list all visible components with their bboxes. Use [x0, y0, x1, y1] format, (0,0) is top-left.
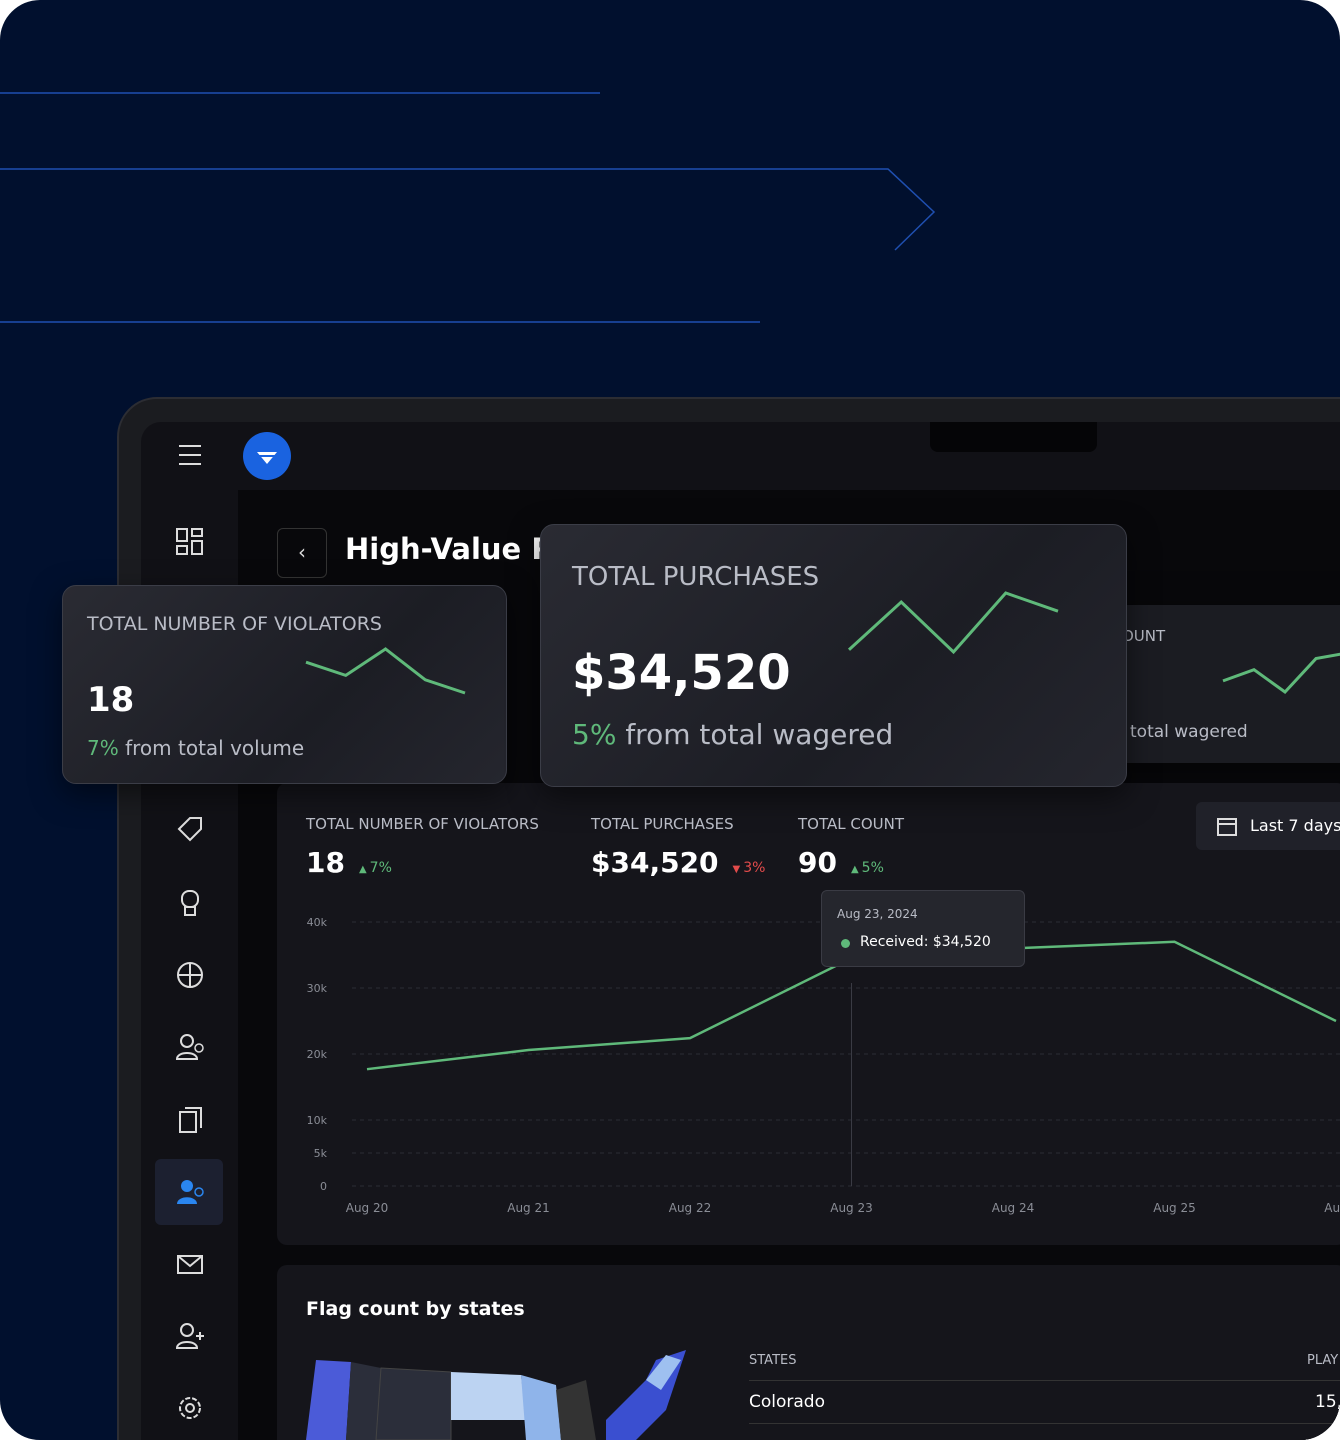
stat-change: ▲ 5%	[851, 860, 884, 876]
x-tick-label: Aug	[1324, 1201, 1340, 1215]
nav-active-bg	[155, 1159, 223, 1225]
card-label: TOTAL NUMBER OF VIOLATORS	[87, 613, 382, 635]
stat-change-value: 3%	[743, 860, 766, 876]
table-rule	[749, 1423, 1340, 1424]
stat-change-value: 5%	[861, 860, 884, 876]
stat-change: ▲ 7%	[359, 860, 392, 876]
nav-users-blocked[interactable]	[175, 1032, 205, 1062]
stat-change: ▼ 3%	[733, 860, 766, 876]
stat-value: $34,520 ▼ 3%	[591, 846, 765, 879]
card-value: $34,520	[572, 645, 791, 701]
card-label: OUNT	[1122, 627, 1166, 645]
stat-card: TOTAL NUMBER OF VIOLATORS 18 7% from tot…	[62, 585, 507, 784]
nav-add-user[interactable]	[175, 1321, 205, 1351]
sparkline-box	[305, 647, 466, 695]
y-tick-label: 10k	[307, 1114, 328, 1127]
notch	[930, 422, 1097, 452]
stat-label: TOTAL COUNT	[798, 815, 904, 833]
stat-arrow: ▲	[358, 864, 367, 875]
table-header: PLAY	[1307, 1353, 1339, 1368]
y-tick-label: 30k	[307, 982, 328, 995]
menu-button[interactable]	[175, 440, 205, 470]
stat-value: 18 ▲ 7%	[306, 846, 392, 879]
nav-settings[interactable]	[175, 1393, 205, 1423]
tooltip-date: Aug 23, 2024	[837, 907, 918, 921]
card-change: 7%	[87, 736, 119, 760]
y-tick-label: 5k	[314, 1147, 328, 1160]
date-label: Last 7 days	[1250, 816, 1340, 835]
table-rule	[749, 1380, 1340, 1381]
tooltip-dot	[841, 939, 850, 948]
card-value: 18	[87, 680, 135, 720]
stat-value: 90 ▲ 5%	[798, 846, 884, 879]
us-map	[306, 1350, 686, 1440]
calendar-icon	[1217, 818, 1237, 836]
x-tick-label: Aug 23	[830, 1201, 873, 1215]
tooltip: Aug 23, 2024 Received: $34,520	[821, 890, 1025, 967]
sparkline-box	[847, 591, 1059, 655]
map-title: Flag count by states	[306, 1298, 525, 1320]
page-title: High-Value P	[345, 532, 553, 566]
stat-arrow: ▲	[850, 864, 859, 875]
x-tick-label: Aug 24	[992, 1201, 1035, 1215]
card-note: from total wagered	[625, 718, 894, 751]
stat-number: 90	[798, 846, 837, 879]
sparkline	[847, 591, 1059, 655]
stat-label: TOTAL NUMBER OF VIOLATORS	[306, 815, 539, 833]
sparkline	[305, 647, 466, 695]
decor-lines	[0, 92, 936, 323]
x-tick-label: Aug 21	[507, 1201, 550, 1215]
table-cell: 15,3	[1315, 1392, 1340, 1412]
date-button[interactable]: Last 7 days	[1196, 802, 1340, 850]
stat-number: $34,520	[591, 846, 719, 879]
x-tick-label: Aug 22	[669, 1201, 712, 1215]
card-label: TOTAL PURCHASES	[572, 562, 820, 592]
nav-cards[interactable]	[175, 1105, 205, 1135]
sparkline-box	[1222, 652, 1340, 694]
map-panel: Flag count by states STATES PLAY Colorad…	[277, 1265, 1340, 1440]
stat-card: TOTAL PURCHASES $34,520 5% from total wa…	[540, 524, 1127, 787]
nav-tags[interactable]	[175, 814, 205, 844]
logo-mark	[257, 452, 277, 464]
y-tick-label: 20k	[307, 1048, 328, 1061]
nav-sports[interactable]	[175, 960, 205, 990]
nav-mail[interactable]	[175, 1249, 205, 1279]
card-note: total wagered	[1130, 722, 1248, 742]
chart-panel: 0 5k 10k 20k 30k 40k Aug 20 Aug 21 Aug 22 Aug 23 A…	[277, 783, 1340, 1245]
stat-label: TOTAL PURCHASES	[591, 815, 734, 833]
card-note: from total volume	[125, 736, 305, 760]
back-button[interactable]: ‹	[277, 528, 327, 578]
tooltip-text: Received: $34,520	[860, 934, 991, 950]
sparkline	[1222, 652, 1340, 694]
card-change: 5%	[572, 718, 617, 751]
nav-dashboard[interactable]	[175, 527, 205, 557]
nav-boxing[interactable]	[175, 888, 205, 918]
nav-users-active[interactable]	[175, 1177, 205, 1207]
x-tick-label: Aug 20	[346, 1201, 389, 1215]
x-tick-label: Aug 25	[1153, 1201, 1196, 1215]
stat-card-back: OUNT total wagered	[1090, 605, 1340, 763]
stat-change-value: 7%	[369, 860, 392, 876]
y-tick-label: 40k	[307, 916, 328, 929]
stat-arrow: ▼	[732, 864, 741, 875]
table-cell: Colorado	[749, 1392, 825, 1412]
table-header: STATES	[749, 1353, 797, 1368]
y-tick-label: 0	[320, 1180, 327, 1193]
stat-number: 18	[306, 846, 345, 879]
